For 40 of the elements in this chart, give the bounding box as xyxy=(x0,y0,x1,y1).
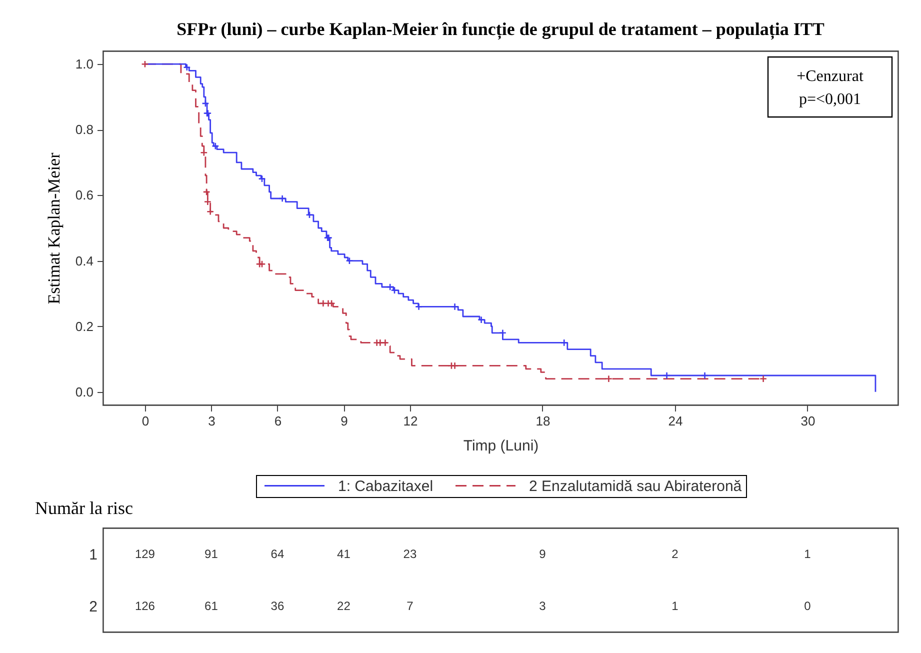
text: 64 xyxy=(270,547,284,561)
x-tick-label: 9 xyxy=(340,414,348,428)
y-tick-label: 0.6 xyxy=(75,188,94,203)
y-tick-label: 0.0 xyxy=(75,384,94,400)
legend-label: 2 Enzalutamidă sau Abirateronă xyxy=(529,478,742,495)
y-tick-label: 0.8 xyxy=(75,122,94,138)
x-axis-title: Timp (Luni) xyxy=(463,438,539,454)
text: 1 xyxy=(672,599,678,613)
text: 3 xyxy=(539,599,546,613)
text: 1 xyxy=(804,547,812,561)
y-axis-title: Estimat Kaplan-Meier xyxy=(44,152,64,304)
annotation: +Cenzurat xyxy=(796,68,864,85)
text: 61 xyxy=(204,599,218,613)
text: 41 xyxy=(337,547,351,561)
x-tick-label: 6 xyxy=(274,414,282,428)
text: 36 xyxy=(270,599,284,613)
legend-label: 1: Cabazitaxel xyxy=(338,478,434,495)
text: 1 xyxy=(89,546,98,564)
text: 22 xyxy=(337,599,351,613)
y-tick-label: 0.4 xyxy=(75,253,94,268)
text: 129 xyxy=(134,547,156,561)
text: 9 xyxy=(539,547,546,561)
x-tick-label: 30 xyxy=(800,414,816,428)
text: 7 xyxy=(406,599,414,613)
x-tick-label: 18 xyxy=(536,414,550,428)
x-tick-label: 24 xyxy=(668,414,683,428)
text: 23 xyxy=(403,547,417,561)
x-tick-label: 3 xyxy=(208,414,216,428)
text: 0 xyxy=(804,599,812,613)
text: 2 xyxy=(89,598,98,616)
y-tick-label: 1.0 xyxy=(75,56,94,72)
text: 91 xyxy=(204,547,218,561)
text: Număr la risc xyxy=(35,498,133,518)
text: 126 xyxy=(134,599,156,613)
annotation: p=<0,001 xyxy=(798,91,862,108)
text: 2 xyxy=(672,547,678,561)
x-tick-label: 12 xyxy=(403,414,418,428)
x-tick-label: 0 xyxy=(142,414,150,428)
y-tick-label: 0.2 xyxy=(75,318,94,334)
chart-title: SFPr (luni) – curbe Kaplan-Meier în funcție de grupul de tratament – populația ITT xyxy=(176,19,824,40)
